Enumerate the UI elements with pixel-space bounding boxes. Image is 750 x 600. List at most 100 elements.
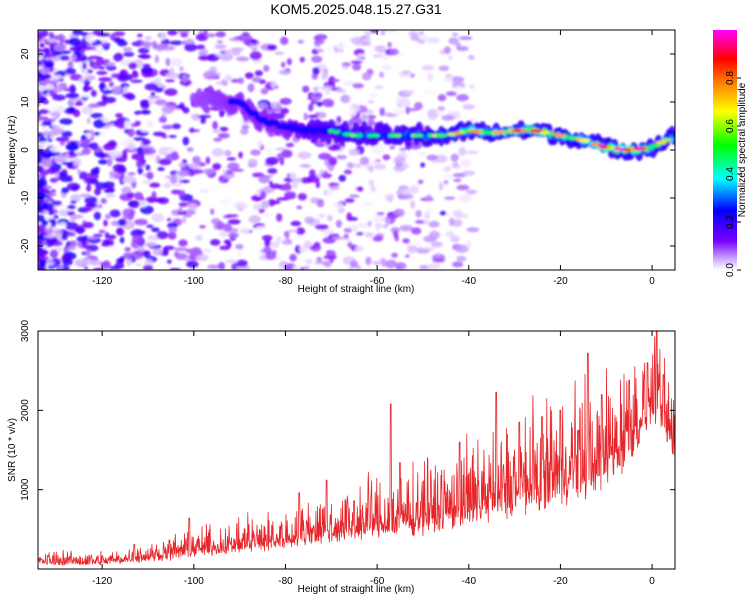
noise-blob — [300, 266, 305, 270]
noise-blob — [432, 258, 445, 263]
noise-blob — [45, 62, 54, 67]
noise-blob — [108, 81, 114, 88]
noise-blob — [315, 180, 321, 189]
noise-blob — [65, 221, 79, 231]
noise-blob — [270, 80, 277, 89]
noise-blob — [336, 43, 348, 50]
noise-blob — [38, 115, 44, 121]
noise-blob — [265, 251, 277, 260]
noise-blob — [105, 61, 116, 67]
noise-blob — [323, 102, 334, 107]
noise-blob — [307, 114, 320, 119]
noise-blob — [87, 69, 93, 74]
noise-blob — [119, 236, 125, 244]
noise-blob — [143, 250, 151, 259]
noise-blob — [67, 211, 76, 216]
noise-blob — [140, 41, 153, 47]
noise-blob — [250, 149, 261, 156]
noise-blob — [38, 149, 44, 155]
noise-blob — [142, 63, 151, 68]
ridge-core — [646, 145, 654, 150]
noise-blob — [219, 52, 234, 62]
noise-blob — [409, 73, 415, 78]
spectrogram-plot — [38, 30, 675, 270]
noise-blob — [373, 163, 387, 170]
noise-blob — [178, 202, 189, 207]
noise-blob — [137, 54, 150, 58]
noise-blob — [293, 235, 306, 240]
noise-blob — [333, 202, 344, 208]
noise-blob — [192, 155, 201, 164]
snr-x-ticks: -120 -100 -80 -60 -40 -20 0 — [92, 331, 655, 587]
noise-blob — [459, 116, 465, 121]
noise-blob — [169, 174, 178, 184]
noise-blob — [270, 101, 278, 109]
noise-blob — [106, 158, 113, 167]
noise-blob — [349, 224, 358, 230]
noise-blob — [178, 162, 187, 168]
noise-blob — [72, 109, 81, 118]
noise-blob — [388, 48, 400, 56]
noise-blob — [115, 113, 124, 118]
noise-blob — [286, 58, 293, 66]
noise-blob — [149, 182, 161, 188]
noise-blob — [240, 128, 249, 135]
noise-blob — [164, 88, 178, 96]
x-tick-label: 0 — [649, 576, 655, 587]
y-tick-label: -20 — [20, 238, 31, 253]
noise-blob — [102, 89, 112, 95]
noise-blob — [331, 236, 345, 240]
noise-blob — [48, 208, 54, 216]
noise-blob — [187, 203, 198, 211]
noise-blob — [185, 209, 196, 216]
noise-blob — [297, 193, 307, 201]
y-tick-label: 10 — [20, 96, 31, 108]
noise-blob — [369, 161, 381, 165]
noise-blob — [58, 118, 73, 125]
noise-blob — [38, 188, 50, 193]
noise-blob — [210, 208, 215, 215]
noise-blob — [450, 235, 460, 243]
noise-blob — [58, 265, 64, 270]
noise-blob — [395, 262, 407, 270]
noise-blob — [157, 197, 170, 205]
noise-blob — [214, 43, 227, 50]
noise-blob — [125, 258, 132, 267]
noise-blob — [335, 220, 342, 228]
noise-blob — [146, 155, 160, 160]
noise-blob — [69, 214, 84, 219]
noise-blob — [70, 200, 77, 204]
noise-blob — [147, 95, 161, 99]
noise-blob — [270, 241, 280, 249]
noise-blob — [78, 258, 92, 265]
noise-blob — [393, 165, 406, 173]
noise-blob — [231, 168, 244, 172]
x-tick-label: -100 — [184, 576, 204, 587]
noise-blob — [98, 152, 106, 159]
noise-blob — [43, 53, 52, 59]
noise-blob — [144, 242, 157, 248]
noise-blob — [76, 81, 84, 87]
noise-blob — [356, 266, 362, 270]
noise-blob — [98, 229, 106, 234]
noise-blob — [437, 94, 447, 102]
noise-blob — [61, 187, 70, 194]
noise-blob — [251, 76, 262, 83]
noise-blob — [451, 261, 464, 268]
noise-blob — [344, 198, 355, 203]
noise-blob — [314, 260, 327, 265]
noise-blob — [38, 67, 51, 74]
noise-blob — [224, 49, 232, 55]
noise-blob — [78, 77, 85, 83]
noise-blob — [51, 200, 63, 206]
noise-blob — [260, 88, 269, 95]
noise-blob — [369, 93, 379, 98]
noise-blob — [38, 90, 43, 99]
noise-blob — [211, 147, 224, 157]
noise-blob — [235, 56, 250, 62]
noise-blob — [317, 111, 327, 119]
noise-blob — [237, 250, 242, 258]
noise-blob — [225, 74, 232, 82]
noise-blob — [399, 147, 407, 152]
noise-blob — [39, 259, 47, 268]
